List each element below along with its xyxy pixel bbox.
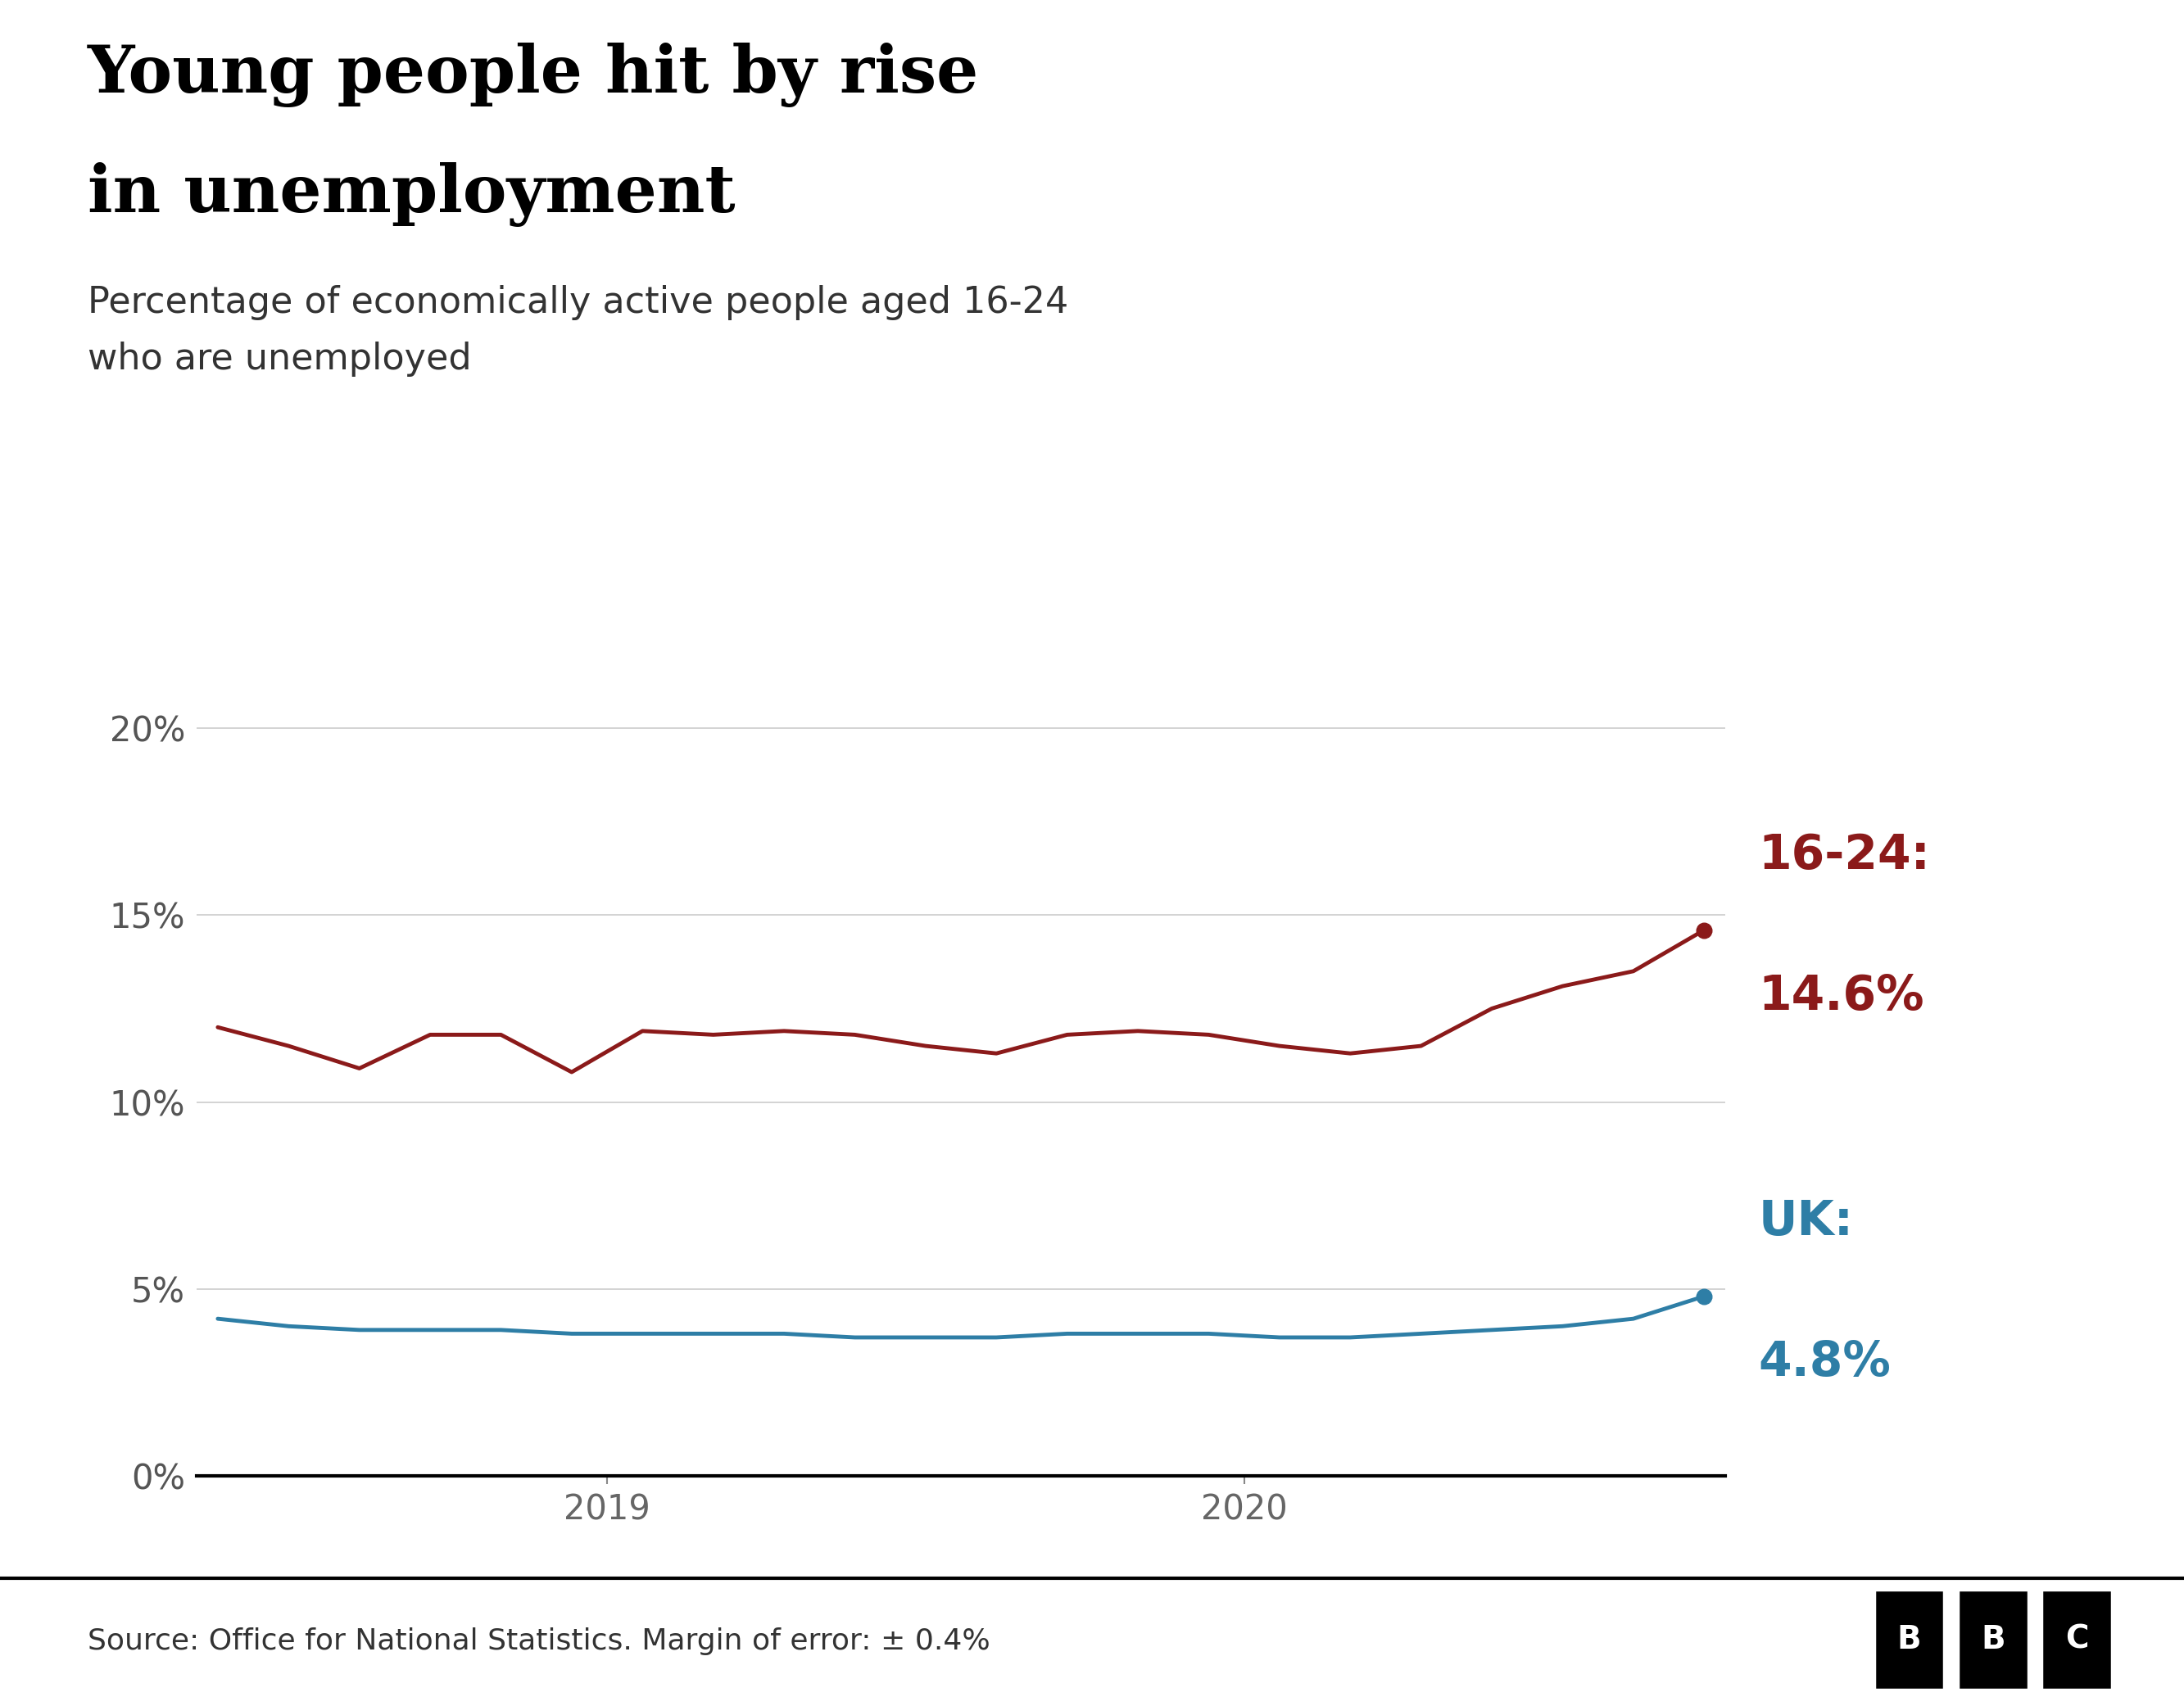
- Bar: [2042, 1590, 2112, 1689]
- Text: 4.8%: 4.8%: [1758, 1339, 1891, 1385]
- Text: B: B: [1898, 1624, 1922, 1655]
- Text: Percentage of economically active people aged 16-24: Percentage of economically active people…: [87, 285, 1068, 321]
- Point: [1686, 916, 1721, 943]
- Bar: [1874, 1590, 1944, 1689]
- Text: who are unemployed: who are unemployed: [87, 341, 472, 377]
- Text: in unemployment: in unemployment: [87, 162, 736, 227]
- Text: C: C: [2064, 1624, 2088, 1655]
- Text: UK:: UK:: [1758, 1198, 1854, 1245]
- Text: 16-24:: 16-24:: [1758, 833, 1931, 879]
- Text: B: B: [1981, 1624, 2005, 1655]
- Point: [1686, 1283, 1721, 1310]
- Text: Young people hit by rise: Young people hit by rise: [87, 43, 978, 107]
- Text: Source: Office for National Statistics. Margin of error: ± 0.4%: Source: Office for National Statistics. …: [87, 1628, 989, 1655]
- Bar: [1957, 1590, 2029, 1689]
- Text: 14.6%: 14.6%: [1758, 972, 1924, 1020]
